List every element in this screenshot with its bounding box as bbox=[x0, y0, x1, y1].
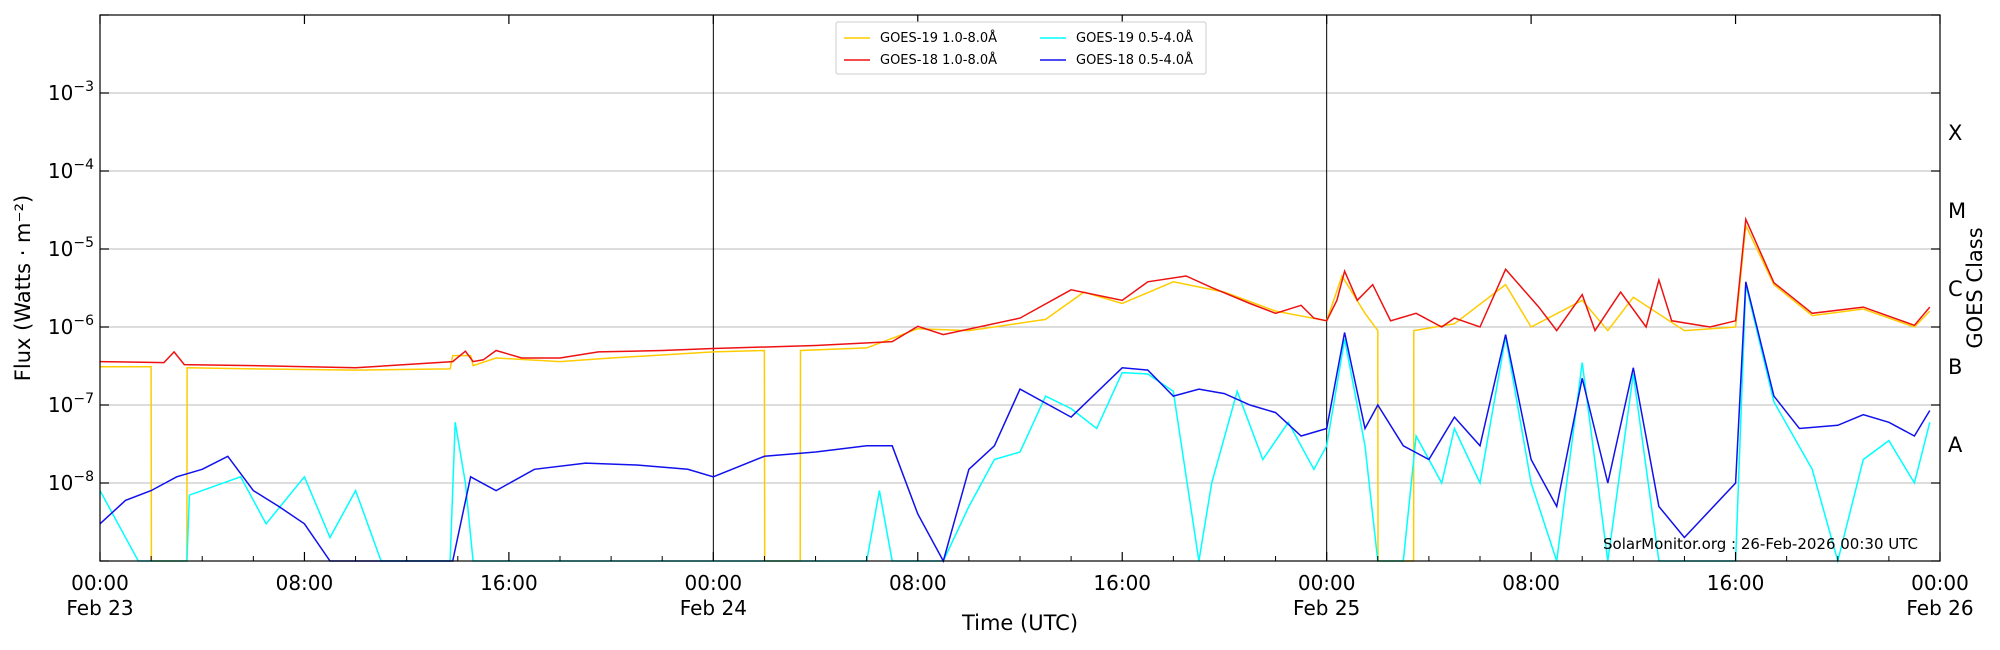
goes-class-label: B bbox=[1948, 355, 1962, 379]
x-tick-label: 08:00 bbox=[276, 571, 334, 595]
y-axis-ticks: 10−8 10−7 10−6 10−5 10−4 10−3 bbox=[48, 14, 1940, 562]
x-tick-label: 16:00 bbox=[1093, 571, 1151, 595]
legend: GOES-19 1.0-8.0Å GOES-18 1.0-8.0Å GOES-1… bbox=[835, 21, 1207, 75]
legend-label: GOES-18 1.0-8.0Å bbox=[880, 52, 997, 68]
legend-entry: GOES-18 1.0-8.0Å bbox=[844, 52, 997, 68]
legend-entry: GOES-18 0.5-4.0Å bbox=[1040, 52, 1193, 68]
x-axis-label: Time (UTC) bbox=[961, 611, 1078, 635]
goes-class-label: C bbox=[1948, 277, 1963, 301]
x-tick-date-label: Feb 26 bbox=[1906, 596, 1973, 620]
y-tick-label: 10−8 bbox=[48, 469, 94, 495]
x-tick-label: 08:00 bbox=[889, 571, 947, 595]
series-line-goes19-long bbox=[100, 222, 1931, 562]
y-axis-label: Flux (Watts · m⁻²) bbox=[11, 195, 35, 381]
y-tick-label: 10−7 bbox=[48, 391, 94, 417]
x-tick-label: 00:00 bbox=[1911, 571, 1969, 595]
legend-label: GOES-19 0.5-4.0Å bbox=[1076, 30, 1193, 46]
day-boundary-lines bbox=[712, 15, 1328, 561]
legend-label: GOES-18 0.5-4.0Å bbox=[1076, 52, 1193, 68]
goes-class-label: X bbox=[1948, 121, 1962, 145]
legend-box bbox=[835, 21, 1207, 75]
legend-entry: GOES-19 0.5-4.0Å bbox=[1040, 30, 1193, 46]
x-tick-date-label: Feb 23 bbox=[66, 596, 133, 620]
goes-class-axis-label: GOES Class bbox=[1963, 227, 1987, 348]
goes-class-label: M bbox=[1948, 199, 1966, 223]
x-tick-label: 08:00 bbox=[1502, 571, 1560, 595]
y-tick-label: 10−6 bbox=[48, 313, 94, 339]
x-tick-label: 16:00 bbox=[1707, 571, 1765, 595]
x-tick-date-label: Feb 24 bbox=[680, 596, 747, 620]
credit-text: SolarMonitor.org : 26-Feb-2026 00:30 UTC bbox=[1603, 535, 1918, 553]
y-tick-label: 10−5 bbox=[48, 235, 94, 261]
grid-lines bbox=[100, 92, 1940, 484]
x-tick-label: 16:00 bbox=[480, 571, 538, 595]
y-tick-label: 10−3 bbox=[48, 79, 94, 105]
legend-label: GOES-19 1.0-8.0Å bbox=[880, 30, 997, 46]
legend-entry: GOES-19 1.0-8.0Å bbox=[844, 30, 997, 46]
goes-class-labels: A B C M X bbox=[1948, 121, 1966, 457]
series-line-goes18-long bbox=[99, 216, 1931, 369]
y-tick-label: 10−4 bbox=[48, 157, 94, 183]
x-tick-label: 00:00 bbox=[71, 571, 129, 595]
x-tick-label: 00:00 bbox=[1298, 571, 1356, 595]
goes-class-label: A bbox=[1948, 433, 1963, 457]
x-tick-date-label: Feb 25 bbox=[1293, 596, 1360, 620]
x-tick-label: 00:00 bbox=[685, 571, 743, 595]
